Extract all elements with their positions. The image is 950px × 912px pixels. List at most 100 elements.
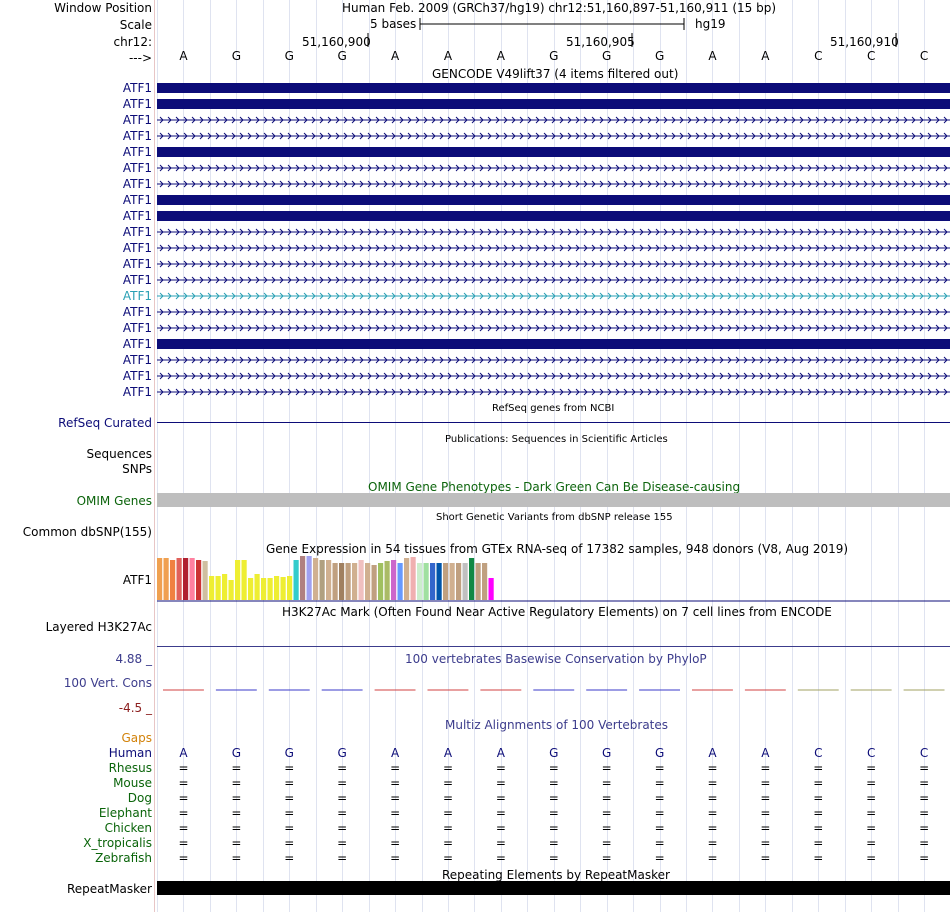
- gencode-row-label[interactable]: ATF1: [122, 257, 152, 271]
- gencode-row-label[interactable]: ATF1: [122, 337, 152, 351]
- ruler-tick-1: 51,160,900: [302, 35, 371, 49]
- phylop-label[interactable]: 100 Vert. Cons: [63, 676, 152, 690]
- gencode-row-label[interactable]: ATF1: [122, 209, 152, 223]
- repeatmasker-title[interactable]: Repeating Elements by RepeatMasker: [442, 868, 670, 882]
- dbsnp-title[interactable]: Short Genetic Variants from dbSNP releas…: [436, 512, 673, 523]
- assembly-title[interactable]: Human Feb. 2009 (GRCh37/hg19) chr12:51,1…: [342, 1, 777, 15]
- gencode-row-label[interactable]: ATF1: [122, 113, 152, 127]
- species-label[interactable]: Rhesus: [108, 761, 152, 775]
- omim-title[interactable]: OMIM Gene Phenotypes - Dark Green Can Be…: [368, 480, 741, 494]
- gencode-row-label[interactable]: ATF1: [122, 81, 152, 95]
- gencode-row-label[interactable]: ATF1: [122, 225, 152, 239]
- omim-feature[interactable]: [157, 493, 950, 507]
- grid-line: [897, 0, 899, 912]
- species-label[interactable]: X_tropicalis: [83, 836, 152, 850]
- grid-line: [738, 0, 740, 912]
- species-label[interactable]: Human: [108, 746, 152, 760]
- publications-title[interactable]: Publications: Sequences in Scientific Ar…: [445, 434, 668, 445]
- repeatmasker-label[interactable]: RepeatMasker: [66, 882, 152, 896]
- gencode-row-label[interactable]: ATF1: [122, 273, 152, 287]
- match-symbol: =: [548, 806, 559, 820]
- omim-label[interactable]: OMIM Genes: [76, 494, 152, 508]
- match-symbol: =: [495, 851, 506, 865]
- match-symbol: =: [390, 821, 401, 835]
- gencode-title[interactable]: GENCODE V49lift37 (4 items filtered out): [432, 67, 679, 81]
- gencode-row-label[interactable]: ATF1: [122, 145, 152, 159]
- gencode-row-label[interactable]: ATF1: [122, 177, 152, 191]
- grid-line: [633, 0, 635, 912]
- gencode-transcript[interactable]: [157, 130, 950, 142]
- gencode-transcript[interactable]: [157, 114, 950, 126]
- gtex-label[interactable]: ATF1: [122, 573, 152, 587]
- gencode-row-label[interactable]: ATF1: [122, 241, 152, 255]
- dbsnp-label[interactable]: Common dbSNP(155): [22, 525, 152, 539]
- match-symbol: =: [707, 851, 718, 865]
- gencode-row-label[interactable]: ATF1: [122, 97, 152, 111]
- phylop-title[interactable]: 100 vertebrates Basewise Conservation by…: [405, 652, 707, 666]
- gencode-row-label[interactable]: ATF1: [122, 161, 152, 175]
- h3k27ac-baseline[interactable]: [157, 646, 950, 647]
- gencode-transcript[interactable]: [157, 210, 950, 222]
- base-letter: A: [443, 49, 453, 63]
- gencode-row-label[interactable]: ATF1: [122, 385, 152, 399]
- refseq-title[interactable]: RefSeq genes from NCBI: [492, 403, 615, 414]
- gencode-transcript[interactable]: [157, 82, 950, 94]
- match-symbol: =: [813, 791, 824, 805]
- gencode-transcript[interactable]: [157, 242, 950, 254]
- gencode-row-label[interactable]: ATF1: [122, 369, 152, 383]
- gencode-row-label[interactable]: ATF1: [122, 193, 152, 207]
- gencode-transcript[interactable]: [157, 306, 950, 318]
- gtex-bar: [449, 563, 455, 600]
- gencode-transcript[interactable]: [157, 386, 950, 398]
- snps-label[interactable]: SNPs: [122, 462, 152, 476]
- repeatmasker-feature[interactable]: [157, 881, 950, 895]
- match-symbol: =: [813, 776, 824, 790]
- gencode-transcript[interactable]: [157, 338, 950, 350]
- refseq-label[interactable]: RefSeq Curated: [58, 416, 152, 430]
- gencode-row-label[interactable]: ATF1: [122, 289, 152, 303]
- h3k27ac-title[interactable]: H3K27Ac Mark (Often Found Near Active Re…: [282, 605, 832, 619]
- gaps-label[interactable]: Gaps: [121, 731, 152, 745]
- species-label[interactable]: Zebrafish: [95, 851, 152, 865]
- gencode-transcript[interactable]: [157, 258, 950, 270]
- phylop-signal[interactable]: [157, 685, 950, 695]
- gtex-bar: [215, 576, 221, 600]
- h3k27ac-label[interactable]: Layered H3K27Ac: [45, 620, 152, 634]
- species-label[interactable]: Elephant: [98, 806, 152, 820]
- gtex-bar: [417, 563, 423, 600]
- gencode-transcript[interactable]: [157, 226, 950, 238]
- gencode-transcript[interactable]: [157, 290, 950, 302]
- species-label[interactable]: Chicken: [104, 821, 152, 835]
- gencode-row-label[interactable]: ATF1: [122, 353, 152, 367]
- gencode-transcript[interactable]: [157, 370, 950, 382]
- gencode-row-label[interactable]: ATF1: [122, 129, 152, 143]
- gtex-bar-chart[interactable]: [157, 556, 950, 602]
- gencode-transcript[interactable]: [157, 98, 950, 110]
- refseq-feature[interactable]: [157, 422, 950, 423]
- match-symbol: =: [495, 776, 506, 790]
- human-base: G: [549, 746, 559, 760]
- gtex-title[interactable]: Gene Expression in 54 tissues from GTEx …: [266, 542, 849, 556]
- gtex-bar: [183, 558, 189, 600]
- label-separator: [154, 0, 155, 912]
- gencode-row-label[interactable]: ATF1: [122, 305, 152, 319]
- gencode-transcript[interactable]: [157, 194, 950, 206]
- species-label[interactable]: Mouse: [113, 776, 152, 790]
- sequences-label[interactable]: Sequences: [86, 447, 152, 461]
- base-letter: G: [231, 49, 242, 63]
- gencode-transcript[interactable]: [157, 322, 950, 334]
- gencode-transcript[interactable]: [157, 162, 950, 174]
- gencode-transcript[interactable]: [157, 146, 950, 158]
- match-symbol: =: [866, 836, 877, 850]
- gencode-row-label[interactable]: ATF1: [122, 321, 152, 335]
- gencode-transcript[interactable]: [157, 274, 950, 286]
- species-label[interactable]: Dog: [127, 791, 152, 805]
- match-symbol: =: [654, 776, 665, 790]
- gencode-transcript[interactable]: [157, 178, 950, 190]
- grid-line: [553, 0, 555, 912]
- gencode-transcript[interactable]: [157, 354, 950, 366]
- multiz-title[interactable]: Multiz Alignments of 100 Vertebrates: [445, 718, 669, 732]
- match-symbol: =: [601, 836, 612, 850]
- match-symbol: =: [337, 851, 348, 865]
- human-base: A: [390, 746, 400, 760]
